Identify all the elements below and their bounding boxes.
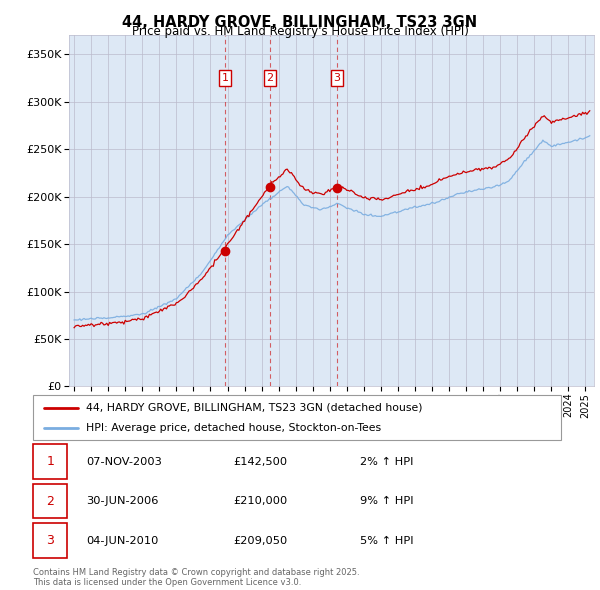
Text: HPI: Average price, detached house, Stockton-on-Tees: HPI: Average price, detached house, Stoc…: [86, 424, 381, 434]
Text: £142,500: £142,500: [233, 457, 288, 467]
FancyBboxPatch shape: [33, 523, 67, 558]
Text: Contains HM Land Registry data © Crown copyright and database right 2025.
This d: Contains HM Land Registry data © Crown c…: [33, 568, 359, 587]
Text: 44, HARDY GROVE, BILLINGHAM, TS23 3GN: 44, HARDY GROVE, BILLINGHAM, TS23 3GN: [122, 15, 478, 30]
Text: 2% ↑ HPI: 2% ↑ HPI: [361, 457, 414, 467]
Text: 1: 1: [221, 73, 229, 83]
Text: 2: 2: [266, 73, 274, 83]
Text: 3: 3: [334, 73, 340, 83]
Text: 30-JUN-2006: 30-JUN-2006: [86, 496, 158, 506]
Text: Price paid vs. HM Land Registry's House Price Index (HPI): Price paid vs. HM Land Registry's House …: [131, 25, 469, 38]
FancyBboxPatch shape: [33, 484, 67, 519]
FancyBboxPatch shape: [33, 444, 67, 479]
FancyBboxPatch shape: [33, 395, 561, 440]
Text: 9% ↑ HPI: 9% ↑ HPI: [361, 496, 414, 506]
Text: 07-NOV-2003: 07-NOV-2003: [86, 457, 161, 467]
Text: 44, HARDY GROVE, BILLINGHAM, TS23 3GN (detached house): 44, HARDY GROVE, BILLINGHAM, TS23 3GN (d…: [86, 403, 422, 412]
Text: £209,050: £209,050: [233, 536, 288, 546]
Text: 04-JUN-2010: 04-JUN-2010: [86, 536, 158, 546]
Text: £210,000: £210,000: [233, 496, 288, 506]
Text: 5% ↑ HPI: 5% ↑ HPI: [361, 536, 414, 546]
Text: 1: 1: [46, 455, 54, 468]
Text: 2: 2: [46, 494, 54, 508]
Text: 3: 3: [46, 534, 54, 548]
